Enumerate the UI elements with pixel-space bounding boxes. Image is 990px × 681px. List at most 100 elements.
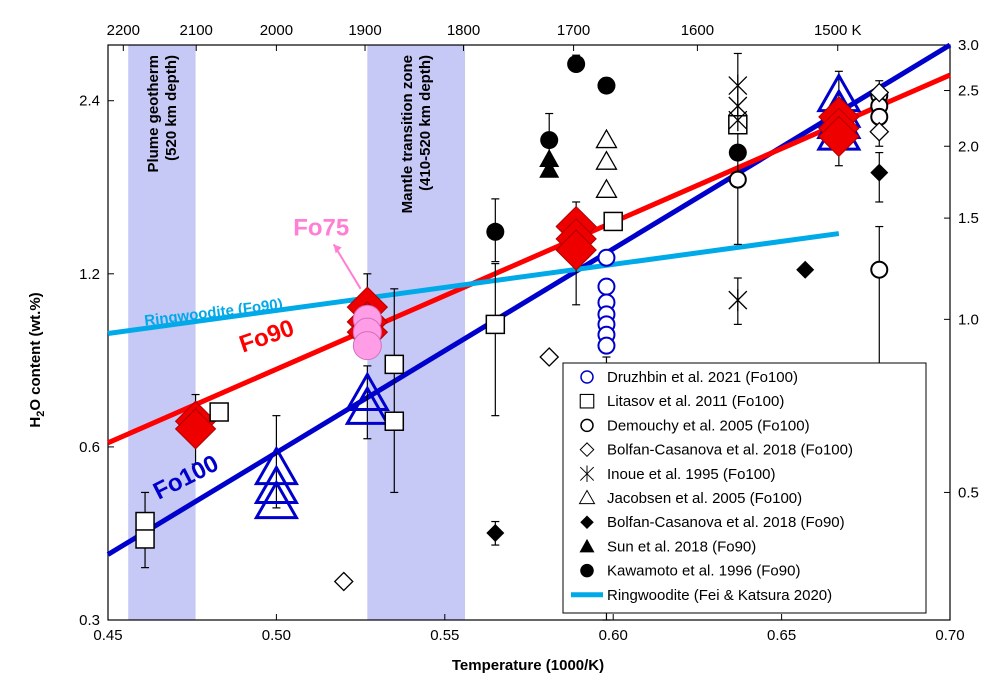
- legend-marker: [580, 563, 594, 578]
- y-axis-title: H2O content (wt.%): [27, 292, 47, 427]
- annotation-label: Fo75: [293, 214, 349, 241]
- legend-label: Bolfan-Casanova et al. 2018 (Fo100): [607, 442, 853, 459]
- data-point: [870, 163, 889, 182]
- axes: 0.45 0.50 0.55 0.60 0.65 0.70 0.3 0.6 1.2 2.4 0.5 1…: [79, 22, 979, 644]
- x-tick-label: 0.45: [93, 627, 122, 644]
- y-tick-label-right: 1.5: [958, 210, 979, 227]
- fit-line-fo100: [106, 42, 952, 557]
- data-point: [728, 74, 748, 97]
- data-point: [869, 121, 890, 142]
- legend-label: Demouchy et al. 2005 (Fo100): [607, 417, 810, 434]
- data-point: [555, 229, 597, 271]
- x-tick-label: 0.70: [935, 627, 964, 644]
- legend-marker: [579, 442, 595, 458]
- legend-entry: [578, 489, 596, 505]
- data-points: [135, 55, 890, 592]
- legend-entry: [579, 465, 595, 483]
- legend-entry: [580, 563, 594, 578]
- data-point: [333, 571, 354, 592]
- data-point: [486, 222, 505, 241]
- band-label-line2: (520 km depth): [163, 55, 180, 161]
- y-tick-label-right: 2.5: [958, 83, 979, 100]
- data-point: [135, 529, 155, 549]
- data-point: [597, 336, 616, 355]
- fo75-arrowhead: [333, 244, 342, 254]
- data-point: [344, 371, 390, 412]
- legend-entry: [579, 393, 595, 409]
- top-tick-label: 2200: [107, 22, 140, 39]
- legend-marker: [580, 418, 594, 433]
- fit-line-fo90: [106, 72, 952, 446]
- data-point: [869, 82, 890, 103]
- legend-marker: [579, 538, 595, 553]
- data-point: [595, 178, 618, 198]
- data-point: [253, 464, 299, 504]
- legend-entry: [579, 442, 595, 458]
- legend-label: Ringwoodite (Fei & Katsura 2020): [607, 587, 832, 604]
- y-tick-label-left: 2.4: [79, 93, 100, 110]
- legend-label: Sun et al. 2018 (Fo90): [607, 538, 756, 555]
- x-tick-label: 0.65: [767, 627, 796, 644]
- y-tick-label-right: 3.0: [958, 37, 979, 54]
- y-tick-label-left: 1.2: [79, 266, 100, 283]
- top-tick-label: 1900: [348, 22, 381, 39]
- fit-line-ringwoodite-fo90-: [107, 231, 840, 336]
- band-label-line1: Plume geotherm: [145, 55, 162, 173]
- legend-entry: [580, 515, 594, 529]
- y-tick-label-left: 0.3: [79, 612, 100, 629]
- y-tick-label-right: 1.0: [958, 311, 979, 328]
- data-point: [352, 331, 382, 361]
- fit-lines: [106, 42, 952, 557]
- legend: Druzhbin et al. 2021 (Fo100) Litasov et a…: [562, 362, 927, 614]
- x-tick-label: 0.50: [262, 627, 291, 644]
- legend-label: Jacobsen et al. 2005 (Fo100): [607, 490, 802, 507]
- y-axis-title-rest: O content (wt.%): [27, 292, 44, 410]
- data-point: [174, 408, 217, 450]
- legend-label: Bolfan-Casanova et al. 2018 (Fo90): [607, 514, 845, 531]
- data-point: [485, 314, 506, 335]
- data-point: [870, 260, 889, 279]
- x-axis-title: Temperature (1000/K): [452, 657, 604, 674]
- x-tick-label: 0.55: [430, 627, 459, 644]
- data-point: [567, 55, 586, 74]
- data-point: [597, 76, 616, 95]
- data-point: [728, 109, 748, 132]
- top-tick-label: 2000: [260, 22, 293, 39]
- y-axis-title-sub: 2: [35, 411, 47, 417]
- data-point: [796, 260, 815, 279]
- data-point: [253, 479, 299, 520]
- data-point: [209, 402, 229, 422]
- y-axis-title-main: H: [27, 417, 44, 428]
- top-tick-label: 1500 K: [814, 22, 862, 39]
- data-point: [486, 524, 505, 543]
- data-point: [539, 347, 560, 367]
- data-point: [728, 143, 747, 162]
- data-point: [344, 385, 390, 425]
- y-tick-label-left: 0.6: [79, 439, 100, 456]
- legend-marker: [579, 465, 595, 483]
- y-tick-label-right: 2.0: [958, 138, 979, 155]
- legend-box: [562, 362, 927, 614]
- data-point: [384, 411, 405, 431]
- data-point: [595, 150, 618, 170]
- data-point: [603, 211, 623, 232]
- legend-entry: [580, 418, 594, 433]
- legend-entry: [579, 538, 595, 553]
- fo75-arrow: [332, 243, 362, 290]
- data-point: [597, 248, 616, 267]
- data-point: [728, 289, 748, 312]
- data-point: [135, 511, 155, 532]
- legend-label: Druzhbin et al. 2021 (Fo100): [607, 369, 798, 386]
- legend-label: Inoue et al. 1995 (Fo100): [607, 466, 775, 483]
- data-point: [384, 354, 405, 375]
- top-tick-label: 1800: [447, 22, 480, 39]
- legend-marker: [578, 489, 596, 505]
- data-point: [597, 277, 616, 296]
- y-tick-label-right: 0.5: [958, 484, 979, 501]
- top-tick-label: 2100: [180, 22, 213, 39]
- band-label-1: Mantle transition zone (410-520 km depth): [399, 55, 434, 213]
- legend-marker: [579, 393, 595, 409]
- top-tick-label: 1600: [681, 22, 714, 39]
- legend-label: Kawamoto et al. 1996 (Fo90): [607, 563, 800, 580]
